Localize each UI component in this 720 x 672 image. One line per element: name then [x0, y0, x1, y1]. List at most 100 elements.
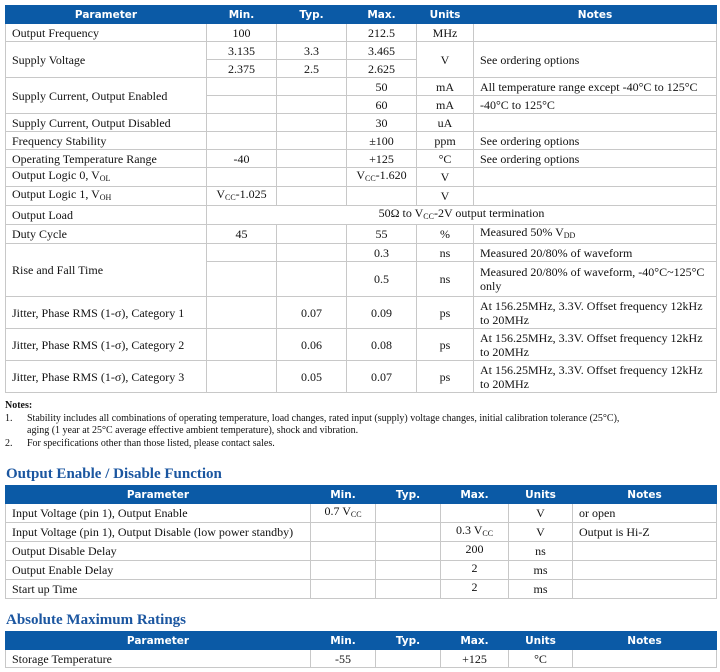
- cell: See ordering options: [473, 41, 717, 78]
- cell: 3.465: [346, 41, 417, 60]
- cell: Input Voltage (pin 1), Output Disable (l…: [5, 522, 311, 542]
- absolute-max-table: Parameter Min. Typ. Max. Units Notes Storage …: [5, 631, 717, 668]
- text: Output is Hi-Z: [579, 525, 650, 539]
- cell: [276, 167, 347, 187]
- cell: [276, 77, 347, 96]
- table-row: 0.5 ns Measured 20/80% of waveform, -40°C~…: [6, 261, 717, 297]
- cell: All temperature range except -40°C to 12…: [473, 77, 717, 96]
- table-row: Storage Temperature -55 +125 °C: [5, 649, 717, 668]
- subscript: CC: [482, 529, 494, 538]
- cell: mA: [416, 77, 474, 96]
- cell: [310, 560, 376, 580]
- col-max: Max.: [440, 631, 509, 650]
- cell: [572, 541, 717, 561]
- col-min: Min.: [310, 631, 376, 650]
- text: Output Disable Delay: [12, 544, 117, 558]
- cell: V: [416, 167, 474, 187]
- col-notes: Notes: [473, 5, 717, 24]
- cell: 2: [440, 560, 509, 580]
- cell: Jitter, Phase RMS (1-σ), Category 1: [5, 296, 207, 329]
- cell: mA: [416, 95, 474, 114]
- cell: [440, 503, 509, 523]
- cell: ppm: [416, 131, 474, 150]
- cell: [206, 261, 277, 297]
- cell: V: [508, 522, 573, 542]
- col-typ: Typ.: [276, 5, 347, 24]
- table-row: Output Enable Delay 2 ms: [5, 560, 717, 580]
- col-parameter: Parameter: [5, 485, 311, 504]
- text: or open: [579, 506, 616, 520]
- notes-title: Notes:: [5, 400, 33, 411]
- cell: [375, 503, 441, 523]
- cell: Output Disable Delay: [5, 541, 311, 561]
- cell: [473, 167, 717, 187]
- cell: 0.08: [346, 328, 417, 361]
- cell: Output Enable Delay: [5, 560, 311, 580]
- cell: 0.07: [346, 360, 417, 393]
- text: ms: [533, 582, 548, 596]
- cell: 0.5: [346, 261, 417, 297]
- output-enable-table: Parameter Min. Typ. Max. Units Notes Input Vo…: [5, 485, 717, 599]
- col-units: Units: [508, 631, 573, 650]
- cell: [375, 522, 441, 542]
- table-row: Jitter, Phase RMS (1-σ), Category 1 0.07 0…: [5, 296, 717, 329]
- cell: Output is Hi-Z: [572, 522, 717, 542]
- cell: 200: [440, 541, 509, 561]
- cell: [375, 649, 441, 668]
- cell: 212.5: [346, 23, 417, 42]
- cell: 55: [346, 224, 417, 244]
- subscript: CC: [365, 174, 376, 183]
- text: 2: [471, 580, 478, 594]
- cell: [375, 541, 441, 561]
- col-notes: Notes: [572, 485, 717, 504]
- cell: [206, 167, 277, 187]
- cell: [375, 579, 441, 599]
- section-heading-output-enable: Output Enable / Disable Function: [6, 466, 222, 482]
- cell: See ordering options: [473, 131, 717, 150]
- cell: [276, 186, 347, 206]
- cell: [572, 579, 717, 599]
- text: 200: [465, 542, 484, 556]
- text: Output Logic 0, V: [12, 168, 100, 182]
- cell: [206, 131, 277, 150]
- cell: VCC-1.025: [206, 186, 277, 206]
- col-units: Units: [508, 485, 573, 504]
- col-max: Max.: [346, 5, 417, 24]
- cell: ps: [416, 296, 474, 329]
- cell: Supply Current, Output Enabled: [5, 77, 207, 114]
- subscript: CC: [225, 193, 236, 202]
- cell: 3.3: [276, 41, 347, 60]
- cell: 0.07: [276, 296, 347, 329]
- cell: 3.135: [206, 41, 277, 60]
- table-row: Input Voltage (pin 1), Output Disable (l…: [5, 522, 717, 542]
- note-item: 1. Stability includes all combinations of…: [5, 413, 619, 438]
- table-row: Output Frequency 100 212.5 MHz: [5, 23, 717, 42]
- cell: ms: [508, 579, 573, 599]
- cell: +125: [440, 649, 509, 668]
- cell: [276, 261, 347, 297]
- cell: Duty Cycle: [5, 224, 207, 244]
- cell: Measured 20/80% of waveform, -40°C~125°C…: [473, 261, 717, 297]
- cell: [206, 328, 277, 361]
- specifications-table: Parameter Min. Typ. Max. Units Notes Output F…: [5, 5, 717, 393]
- cell: -55: [310, 649, 376, 668]
- text: Start up Time: [12, 582, 78, 596]
- table-row: Rise and Fall Time 0.3 ns Measured 20/80% o…: [5, 243, 717, 297]
- text: Storage Temperature: [12, 651, 112, 666]
- cell: Supply Voltage: [5, 41, 207, 78]
- cell: [206, 95, 277, 114]
- cell: Start up Time: [5, 579, 311, 599]
- table-row: Output Load 50Ω to VCC-2V output terminat…: [5, 205, 717, 225]
- table-row: Start up Time 2 ms: [5, 579, 717, 599]
- table-row: Output Logic 1, VOH VCC-1.025 V: [5, 186, 717, 206]
- cell: 0.06: [276, 328, 347, 361]
- cell: [473, 23, 717, 42]
- cell: [310, 579, 376, 599]
- cell: uA: [416, 113, 474, 132]
- col-parameter: Parameter: [5, 5, 207, 24]
- cell: At 156.25MHz, 3.3V. Offset frequency 12k…: [473, 360, 717, 393]
- text: V: [216, 187, 225, 201]
- cell: 0.7 VCC: [310, 503, 376, 523]
- table-header: Parameter Min. Typ. Max. Units Notes: [5, 5, 717, 24]
- cell: [310, 522, 376, 542]
